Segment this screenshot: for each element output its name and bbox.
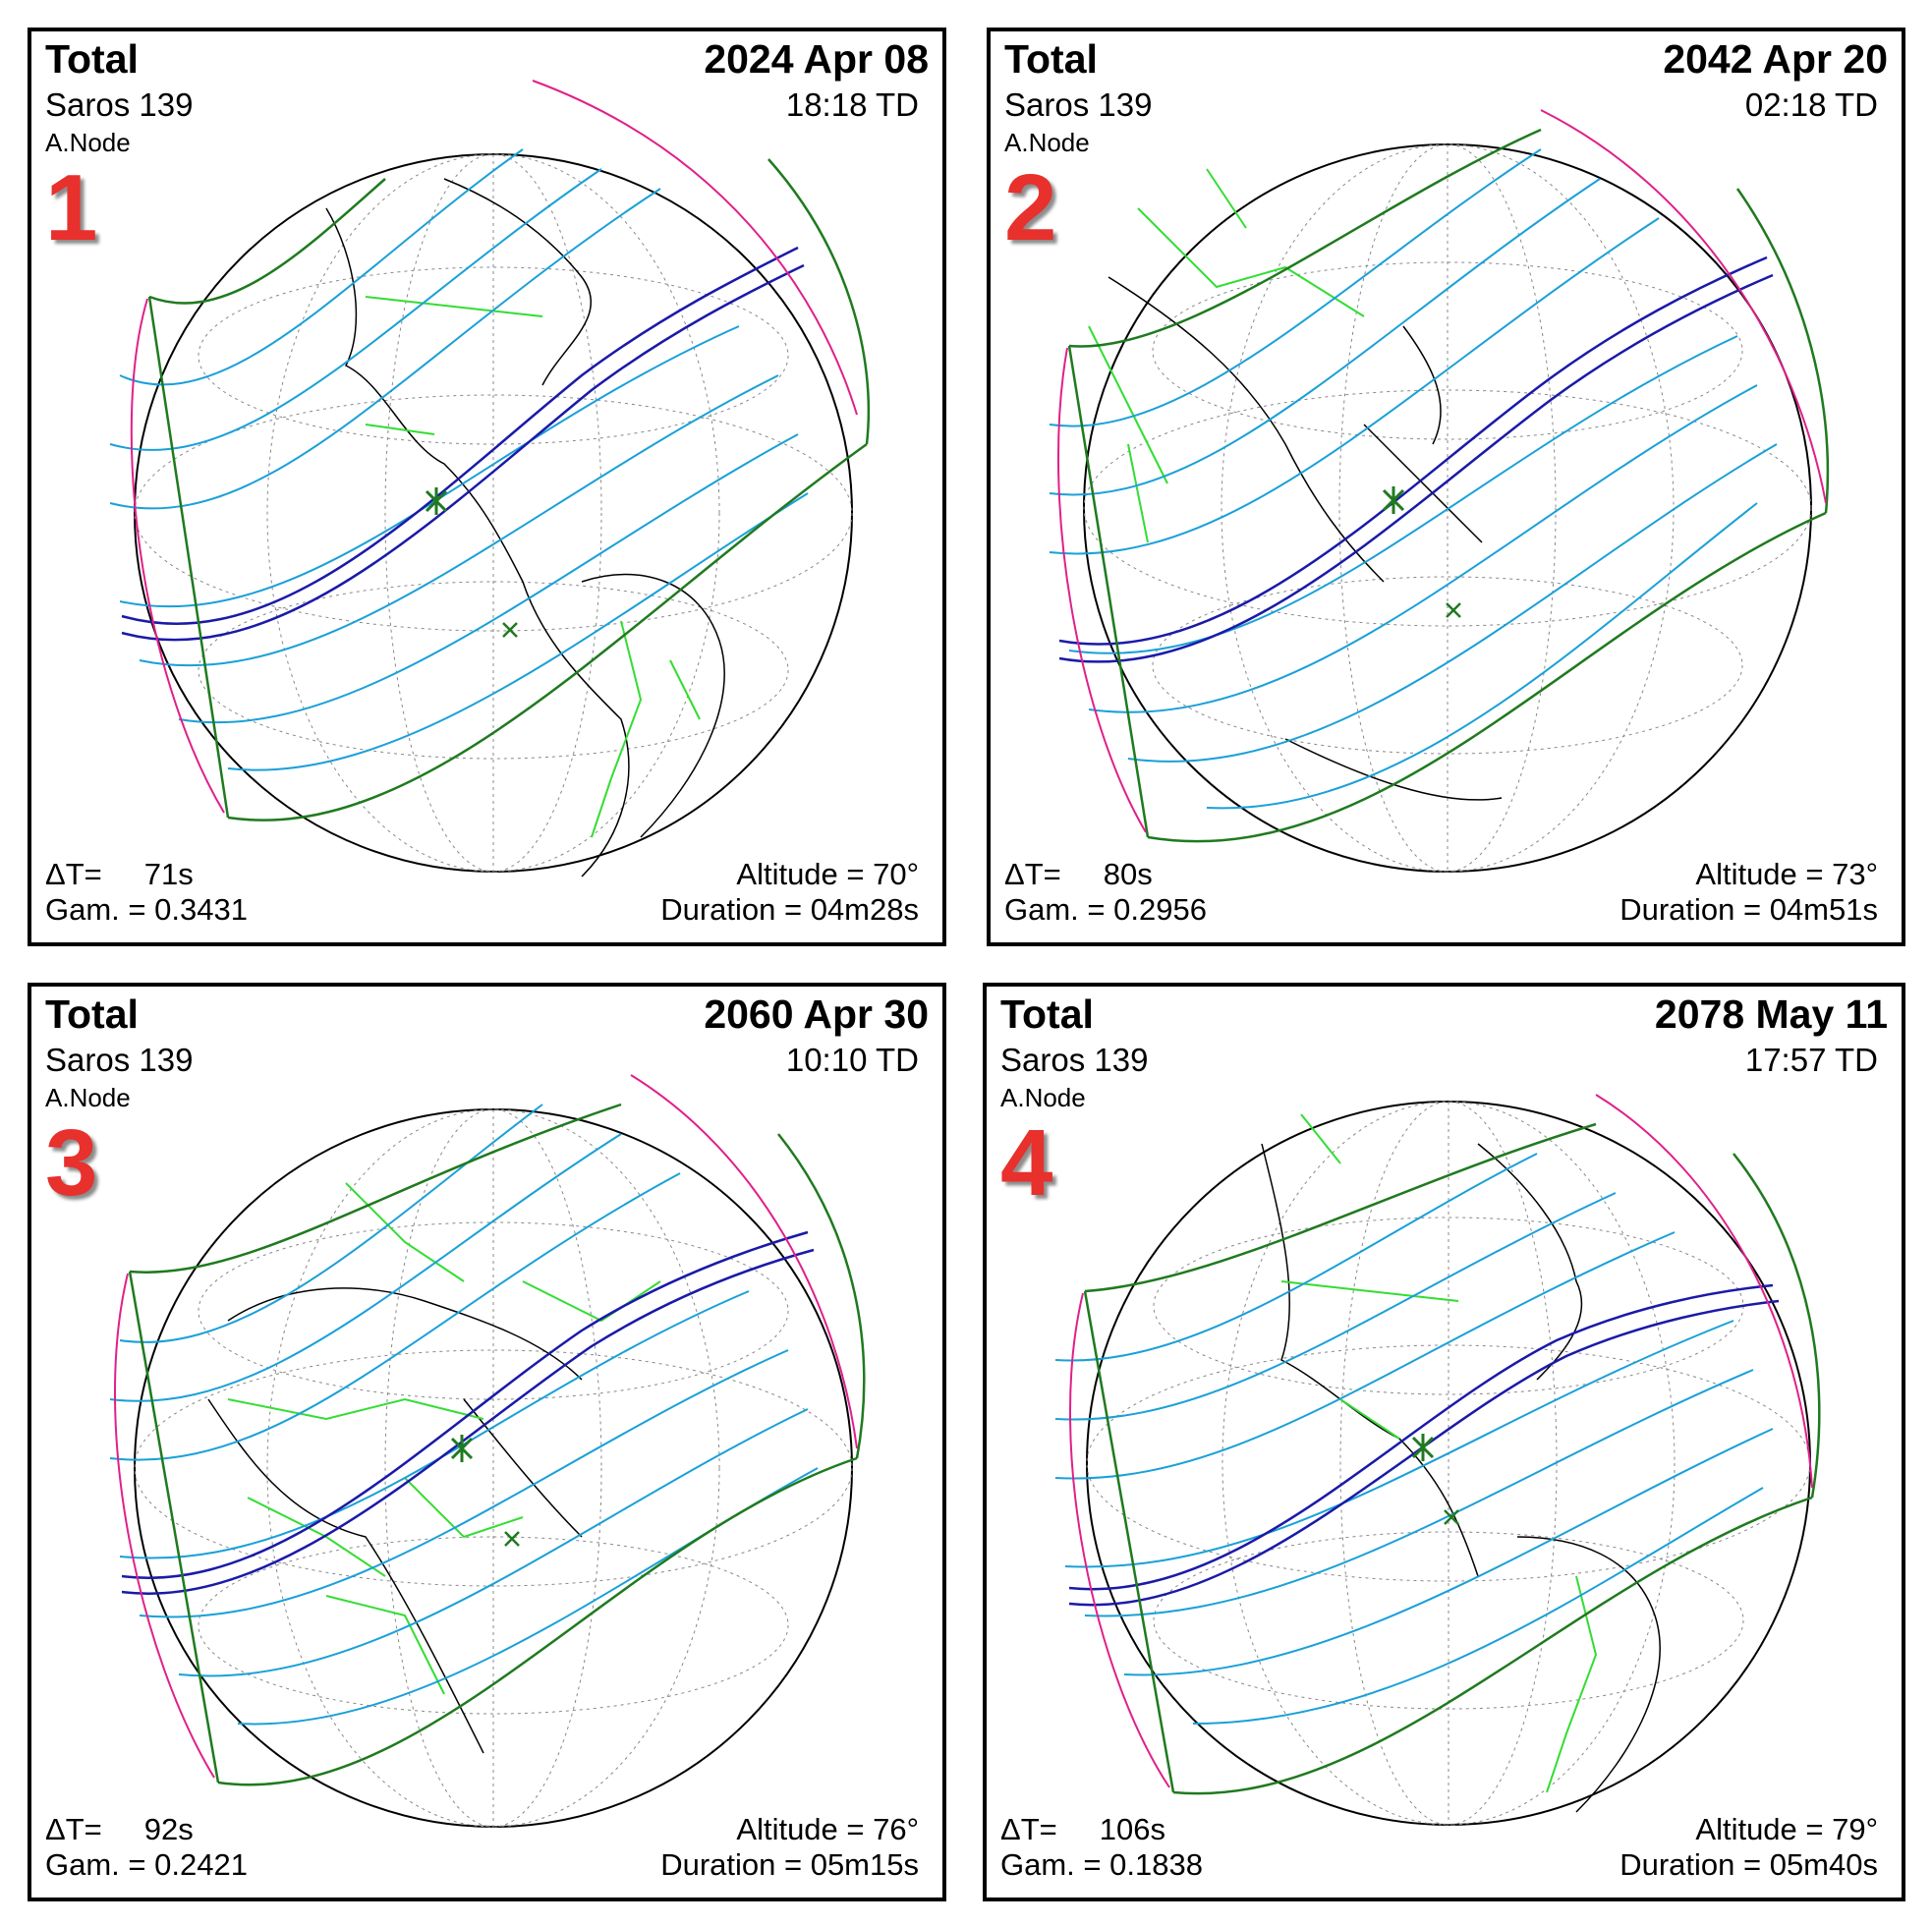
graticule xyxy=(1083,143,1812,873)
gamma: Gam. = 0.2421 xyxy=(45,1847,248,1882)
country-borders xyxy=(365,296,701,838)
duration: Duration = 04m28s xyxy=(660,892,919,927)
limits xyxy=(128,1103,866,1786)
saros-number: Saros 139 xyxy=(1004,86,1153,123)
graticule xyxy=(134,153,853,873)
duration: Duration = 05m15s xyxy=(660,1847,919,1882)
gamma: Gam. = 0.2956 xyxy=(1004,892,1207,927)
altitude: Altitude = 73° xyxy=(1695,857,1878,891)
central-path xyxy=(1058,255,1774,663)
node-label: A.Node xyxy=(45,1083,131,1112)
subsolar-marker xyxy=(504,1531,520,1547)
central-path xyxy=(121,1230,815,1595)
eclipse-date: 2024 Apr 08 xyxy=(704,36,929,82)
limits xyxy=(1083,1122,1821,1795)
limits xyxy=(1067,128,1830,843)
panel-number: 2 xyxy=(1004,155,1057,260)
central-path xyxy=(1068,1283,1780,1607)
coastlines xyxy=(1261,1143,1661,1813)
eclipse-time: 02:18 TD xyxy=(1744,86,1878,123)
greatest-eclipse-marker xyxy=(450,1435,474,1462)
node-label: A.Node xyxy=(45,128,131,157)
country-borders xyxy=(1088,168,1365,543)
saros-number: Saros 139 xyxy=(45,86,194,123)
altitude: Altitude = 79° xyxy=(1695,1812,1878,1846)
coastlines xyxy=(325,178,725,878)
altitude: Altitude = 70° xyxy=(736,857,919,891)
eclipse-time: 17:57 TD xyxy=(1744,1042,1878,1078)
country-borders xyxy=(227,1182,661,1695)
eclipse-panel-1: Total 2024 Apr 08 Saros 139 18:18 TD A.N… xyxy=(28,28,946,946)
gamma: Gam. = 0.1838 xyxy=(1000,1847,1203,1882)
node-label: A.Node xyxy=(1000,1083,1086,1112)
isochrones xyxy=(1054,1153,1774,1725)
subsolar-marker xyxy=(502,622,518,638)
eclipse-type: Total xyxy=(1000,991,1094,1037)
sunrise-sunset-curves xyxy=(1069,1094,1813,1788)
delta-t: ΔT= 80s xyxy=(1004,857,1153,891)
delta-t: ΔT= 92s xyxy=(45,1812,194,1846)
eclipse-panel-2: Total 2042 Apr 20 Saros 139 02:18 TD A.N… xyxy=(987,28,1905,946)
eclipse-time: 18:18 TD xyxy=(785,86,919,123)
panel-number: 1 xyxy=(45,155,98,260)
saros-number: Saros 139 xyxy=(1000,1042,1149,1078)
eclipse-date: 2042 Apr 20 xyxy=(1663,36,1888,82)
sunrise-sunset-curves xyxy=(130,80,858,814)
eclipse-type: Total xyxy=(45,991,139,1037)
eclipse-panel-3: Total 2060 Apr 30 Saros 139 10:10 TD A.N… xyxy=(28,983,946,1901)
node-label: A.Node xyxy=(1004,128,1090,157)
greatest-eclipse-marker xyxy=(425,487,448,515)
globe-map xyxy=(109,80,871,878)
eclipse-date: 2060 Apr 30 xyxy=(704,991,929,1037)
subsolar-marker xyxy=(1446,602,1461,618)
sunrise-sunset-curves xyxy=(1056,109,1827,833)
limits xyxy=(147,158,871,821)
gamma: Gam. = 0.3431 xyxy=(45,892,248,927)
sunrise-sunset-curves xyxy=(114,1074,858,1779)
panel-number: 3 xyxy=(45,1110,98,1216)
isochrones xyxy=(1049,148,1778,810)
panel-number: 4 xyxy=(1000,1110,1053,1216)
eclipse-type: Total xyxy=(1004,36,1098,82)
duration: Duration = 04m51s xyxy=(1619,892,1878,927)
eclipse-type: Total xyxy=(45,36,139,82)
coastlines xyxy=(1108,276,1503,801)
duration: Duration = 05m40s xyxy=(1619,1847,1878,1882)
eclipse-time: 10:10 TD xyxy=(785,1042,919,1078)
isochrones xyxy=(109,148,809,771)
greatest-eclipse-marker xyxy=(1411,1434,1435,1461)
central-path xyxy=(121,246,805,642)
globe-map xyxy=(109,1074,866,1828)
isochrones xyxy=(109,1104,819,1726)
eclipse-panel-4: Total 2078 May 11 Saros 139 17:57 TD A.N… xyxy=(983,983,1905,1901)
eclipse-date: 2078 May 11 xyxy=(1654,991,1888,1037)
globe-map xyxy=(1049,109,1830,873)
globe-map xyxy=(1054,1094,1821,1826)
saros-number: Saros 139 xyxy=(45,1042,194,1078)
graticule xyxy=(134,1108,853,1828)
altitude: Altitude = 76° xyxy=(736,1812,919,1846)
delta-t: ΔT= 71s xyxy=(45,857,194,891)
greatest-eclipse-marker xyxy=(1382,486,1405,514)
subsolar-marker xyxy=(1444,1509,1459,1525)
delta-t: ΔT= 106s xyxy=(1000,1812,1166,1846)
